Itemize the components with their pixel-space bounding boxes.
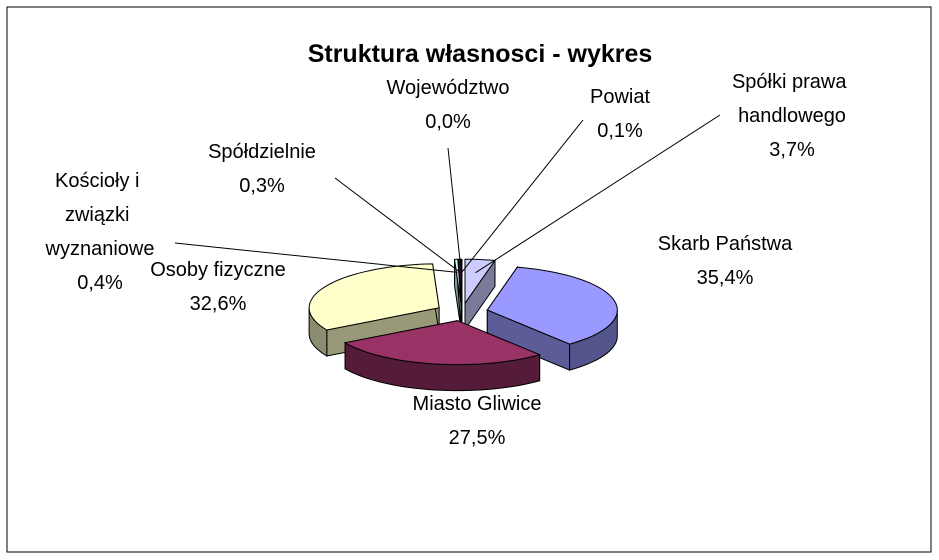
leader-line [475,114,721,274]
value-label: 0,0% [425,111,471,133]
category-label: Miasto Gliwice [413,393,542,415]
category-label: Osoby fizyczne [150,259,286,281]
category-label: Kościoły i związki wyznaniowe [45,170,155,260]
category-label: Województwo [386,77,509,99]
value-label: 27,5% [449,427,506,449]
leader-line [334,177,461,273]
slice-top [308,263,440,331]
category-label: Skarb Państwa [658,233,793,255]
chart-title: Struktura własnosci - wykres [308,40,653,68]
slice-top [343,320,542,366]
pie-slice [453,258,462,330]
pie-slice [343,319,542,392]
category-label: Powiat [590,86,650,108]
slice-top [453,258,462,304]
pie-slice [486,265,618,371]
value-label: 0,1% [597,120,643,142]
value-label: 3,7% [769,139,815,161]
leader-line [174,242,458,273]
leader-line [447,147,462,273]
value-label: 35,4% [697,267,754,289]
slice-top [486,266,618,345]
value-label: 0,3% [239,175,285,197]
value-label: 0,4% [77,272,123,294]
category-label: Spółdzielnie [208,141,316,163]
value-label: 32,6% [190,293,247,315]
category-label: Spółki prawa handlowego [732,71,852,127]
leader-line [461,119,584,273]
pie-slice [464,258,496,331]
